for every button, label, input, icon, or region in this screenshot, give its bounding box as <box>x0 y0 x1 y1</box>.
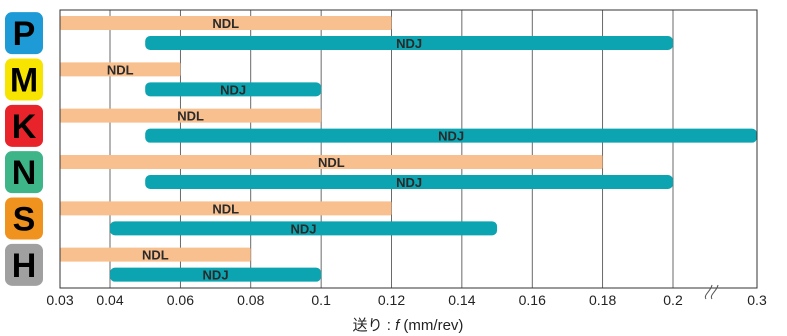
bar-ndl-h <box>60 247 251 262</box>
x-axis-label-var: f <box>395 317 401 334</box>
material-badge-s <box>5 197 43 240</box>
bar-label: NDL <box>212 201 239 216</box>
material-letter: K <box>12 108 37 146</box>
bar-ndl-k <box>60 108 322 123</box>
x-axis-label: 送り : f (mm/rev) <box>353 317 464 334</box>
x-tick-label: 0.08 <box>237 292 264 308</box>
x-tick-label: 0.06 <box>167 292 194 308</box>
grid-lines <box>109 10 674 288</box>
bar-ndj-k <box>145 128 757 143</box>
material-badge-h <box>5 243 43 286</box>
x-tick-label: 0.18 <box>589 292 616 308</box>
bar-ndl-m <box>60 62 181 77</box>
axis-break-stroke <box>704 284 713 300</box>
bar-label: NDJ <box>396 36 422 51</box>
bar-ndl-p <box>60 16 392 30</box>
bar-ndj-s <box>110 221 498 236</box>
bar-label: NDL <box>177 109 204 124</box>
plot-frame <box>59 9 758 289</box>
x-tick-label: 0.14 <box>448 292 475 308</box>
bar-label: NDL <box>107 62 134 77</box>
bar-ndj-p <box>145 36 673 50</box>
material-badge-k <box>5 104 43 147</box>
x-tick-labels: 0.03 0.04 0.06 0.08 0.1 0.12 0.14 0.16 0.18 0.2 0.… <box>46 292 767 308</box>
bar-label: NDJ <box>438 129 464 144</box>
bar-ndj-n <box>145 175 673 189</box>
bar-label: NDL <box>212 16 239 31</box>
axis-break-stroke <box>710 284 719 300</box>
x-tick-label: 0.03 <box>46 292 73 308</box>
material-badge-m <box>5 58 43 101</box>
bar-label: NDJ <box>291 221 317 236</box>
material-badge-n <box>5 151 43 194</box>
bars: NDL NDJ NDL NDJ NDL NDJ NDL NDJ NDL NDJ NDL NDJ <box>60 16 757 283</box>
material-letter: S <box>13 201 36 239</box>
bar-label: NDJ <box>220 82 246 97</box>
bar-label: NDL <box>142 248 169 263</box>
x-tick-label: 0.3 <box>747 292 767 308</box>
material-letter: H <box>12 247 37 285</box>
bar-ndl-s <box>60 201 392 216</box>
material-letter: N <box>12 154 37 192</box>
x-axis-label-unit: (mm/rev) <box>399 317 463 334</box>
material-badge-p <box>5 12 43 55</box>
material-letter: M <box>10 62 38 100</box>
bar-label: NDL <box>318 155 345 170</box>
x-tick-label: 0.2 <box>663 292 683 308</box>
x-tick-label: 0.04 <box>96 292 123 308</box>
material-letter: P <box>13 15 36 53</box>
bar-label: NDJ <box>203 268 229 283</box>
x-tick-label: 0.1 <box>311 292 331 308</box>
axis-break-mark <box>704 284 719 300</box>
bar-ndl-n <box>60 155 603 169</box>
bar-label: NDJ <box>396 175 422 190</box>
x-tick-label: 0.16 <box>519 292 546 308</box>
bar-ndj-h <box>110 267 322 282</box>
x-axis-label-prefix: 送り : <box>353 317 396 334</box>
x-tick-label: 0.12 <box>378 292 405 308</box>
bar-ndj-m <box>145 82 322 97</box>
